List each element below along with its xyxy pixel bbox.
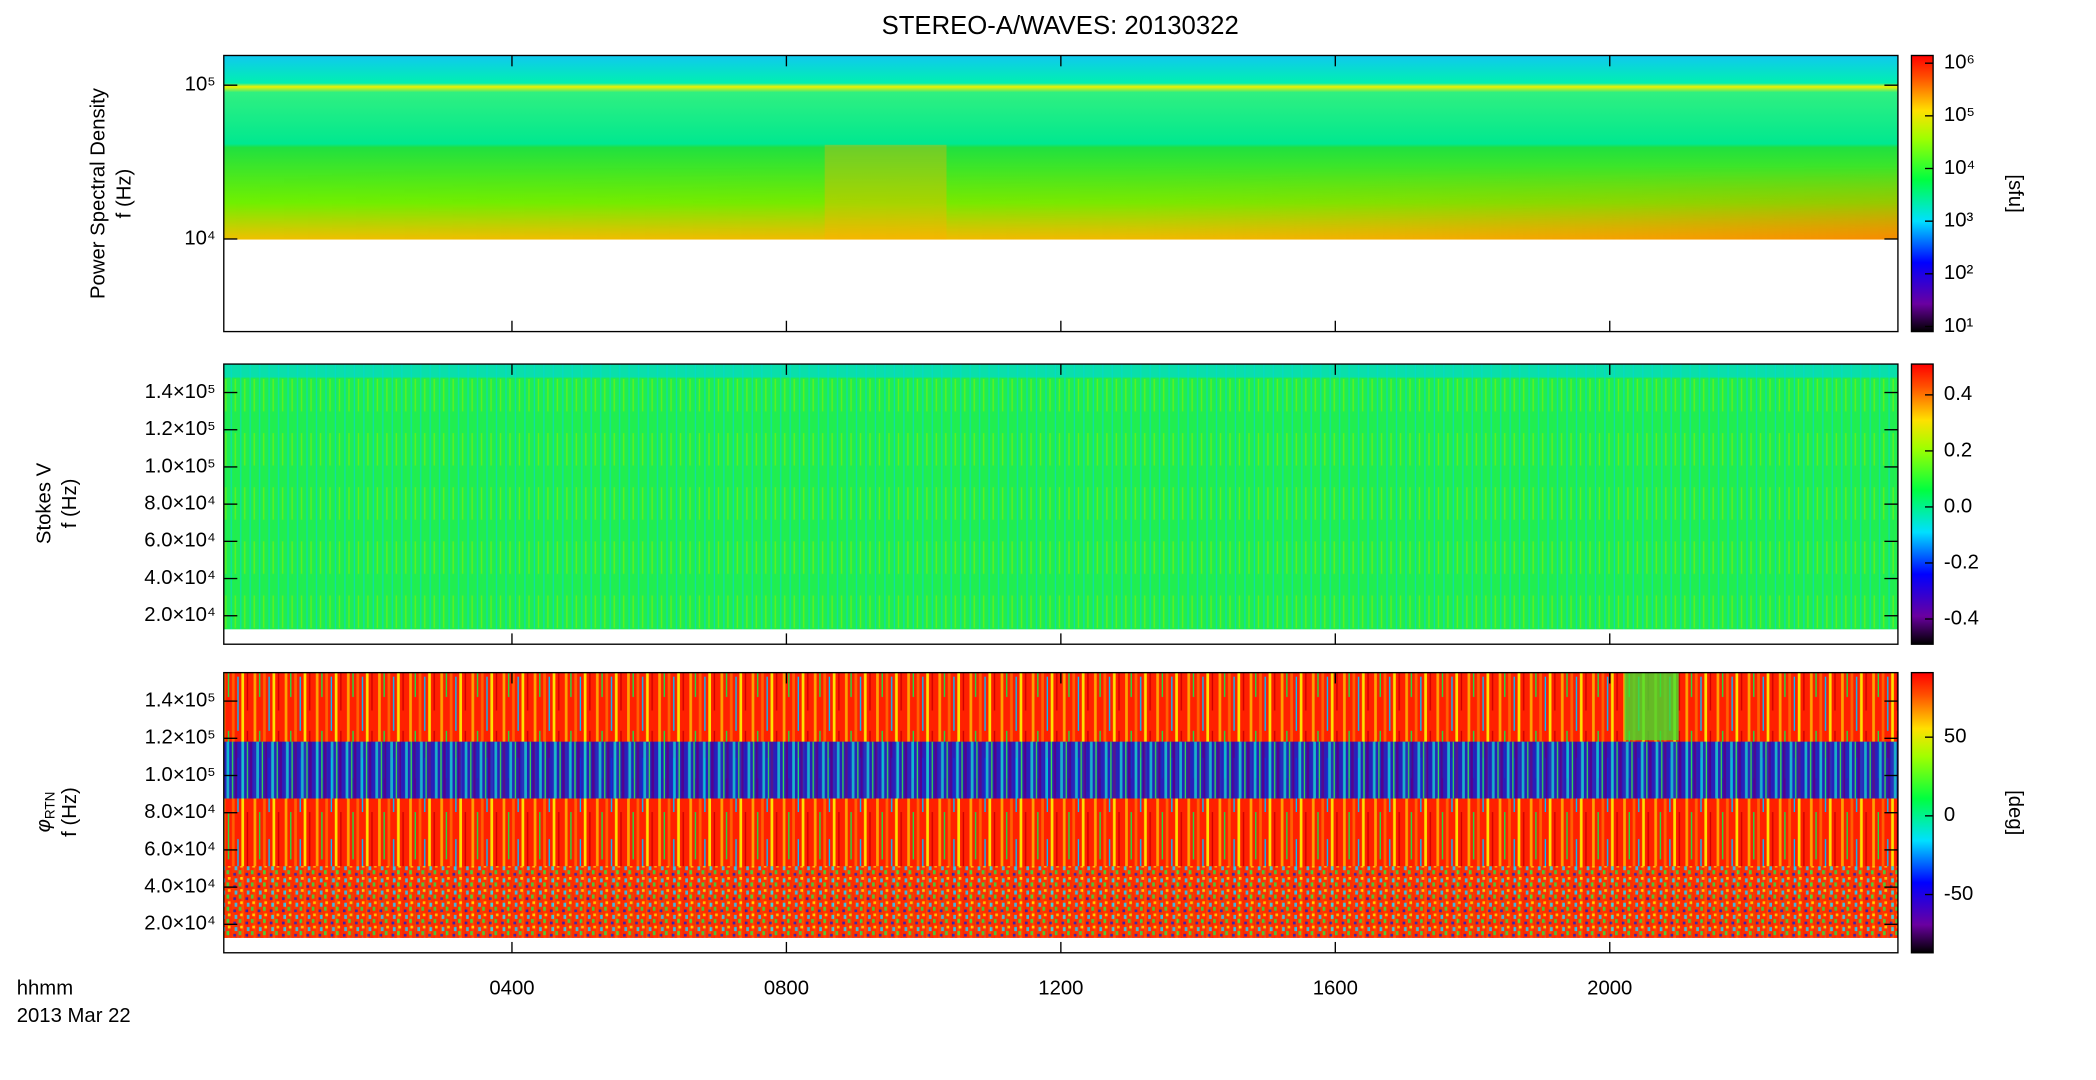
x-axis-label: hhmm <box>17 978 73 1000</box>
colorbar-tick-label: -50 <box>1944 883 1973 905</box>
y-tick-label: 10⁴ <box>184 227 215 249</box>
colorbar-tick-label: 0.4 <box>1944 383 1972 405</box>
y-tick-label: 4.0×10⁴ <box>144 567 215 589</box>
x-axis-sublabel: 2013 Mar 22 <box>17 1005 131 1027</box>
phi-band <box>223 741 1898 799</box>
x-tick-label: 1200 <box>1038 978 1083 1000</box>
colorbar-tick-label: 50 <box>1944 726 1967 748</box>
colorbar-tick-label: 10⁵ <box>1944 104 1975 126</box>
colorbar-label: [deg] <box>2004 790 2026 835</box>
psd-shade <box>223 55 1898 240</box>
y-tick-label: 6.0×10⁴ <box>144 838 215 860</box>
y-tick-label: 1.0×10⁵ <box>145 764 216 786</box>
colorbar-tick-label: 0 <box>1944 804 1955 826</box>
colorbar-tick-label: -0.2 <box>1944 551 1979 573</box>
y-axis-subscript: RTN <box>42 792 57 820</box>
y-axis-symbol: φ <box>34 819 56 832</box>
y-tick-label: 1.4×10⁵ <box>145 689 216 711</box>
colorbar <box>1910 363 1934 645</box>
y-axis-label: φRTN <box>34 792 58 833</box>
y-tick-label: 1.2×10⁵ <box>145 727 216 749</box>
colorbar <box>1910 671 1934 954</box>
y-axis-unit: f (Hz) <box>59 479 81 529</box>
x-tick-label: 2000 <box>1587 978 1632 1000</box>
psd-shade <box>824 144 947 240</box>
colorbar-tick-label: 10² <box>1944 262 1974 284</box>
spectrogram-images <box>223 55 1898 938</box>
y-axis-label: Power Spectral Density <box>88 87 110 299</box>
colorbar-tick-label: 10¹ <box>1944 315 1974 337</box>
colorbar-label: [sfu] <box>2004 174 2026 212</box>
phi-band <box>1624 672 1679 741</box>
y-axis-label: Stokes V <box>34 462 56 544</box>
colorbar-tick-label: 0.2 <box>1944 439 1972 461</box>
y-tick-label: 1.2×10⁵ <box>145 418 216 440</box>
x-tick-label: 0400 <box>489 978 534 1000</box>
y-axis-unit: f (Hz) <box>59 787 81 837</box>
colorbar-tick-label: 0.0 <box>1944 495 1972 517</box>
chart-title: STEREO-A/WAVES: 20130322 <box>882 12 1239 40</box>
phi-band <box>223 866 1898 938</box>
stokes-image <box>223 364 1898 630</box>
y-tick-label: 2.0×10⁴ <box>144 604 215 626</box>
y-tick-label: 1.4×10⁵ <box>145 381 216 403</box>
colorbar <box>1910 54 1934 333</box>
y-tick-label: 1.0×10⁵ <box>145 455 216 477</box>
y-tick-label: 2.0×10⁴ <box>144 913 215 935</box>
y-tick-label: 8.0×10⁴ <box>144 492 215 514</box>
colorbar-tick-label: 10⁴ <box>1944 157 1975 179</box>
colorbar-tick-label: -0.4 <box>1944 607 1979 629</box>
y-tick-label: 6.0×10⁴ <box>144 530 215 552</box>
x-tick-label: 0800 <box>764 978 809 1000</box>
y-tick-label: 8.0×10⁴ <box>144 801 215 823</box>
colorbar-tick-label: 10⁶ <box>1944 52 1975 74</box>
y-tick-label: 4.0×10⁴ <box>144 875 215 897</box>
y-tick-label: 10⁵ <box>185 74 216 96</box>
x-tick-label: 1600 <box>1313 978 1358 1000</box>
colorbar-tick-label: 10³ <box>1944 210 1974 232</box>
y-axis-unit: f (Hz) <box>113 169 135 219</box>
